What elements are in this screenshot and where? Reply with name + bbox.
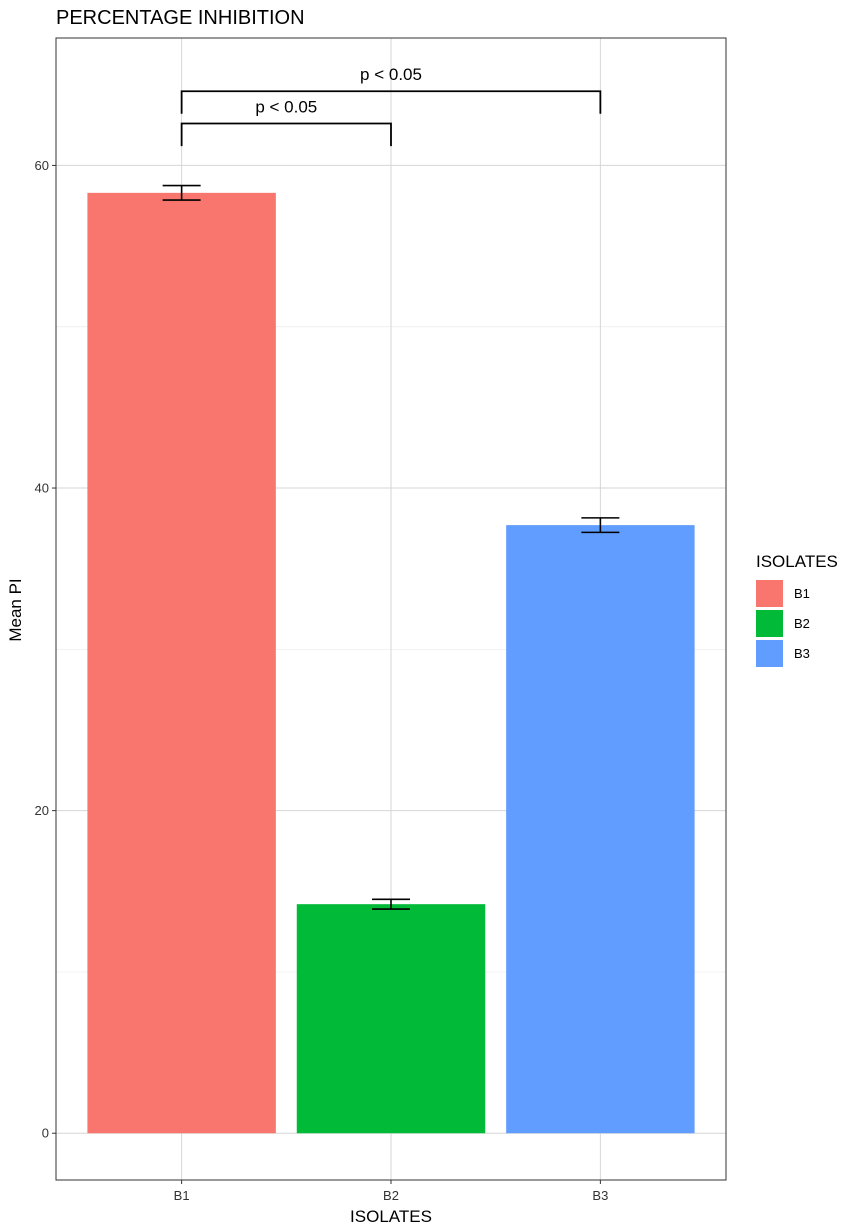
x-axis-ticks: B1 B2 B3	[174, 1180, 608, 1203]
legend-swatch-b1	[756, 580, 783, 607]
x-tick-label: B1	[174, 1188, 190, 1203]
legend-title: ISOLATES	[756, 552, 838, 571]
x-tick-label: B2	[383, 1188, 399, 1203]
bars	[87, 192, 695, 1134]
legend-swatch-b2	[756, 610, 783, 637]
legend: ISOLATES B1 B2 B3	[756, 552, 838, 667]
y-tick-label: 20	[35, 803, 49, 818]
x-axis-title: ISOLATES	[350, 1207, 432, 1226]
legend-swatch-b3	[756, 640, 783, 667]
y-tick-label: 60	[35, 158, 49, 173]
significance-label: p < 0.05	[360, 65, 422, 84]
y-tick-label: 40	[35, 481, 49, 496]
significance-bracket-b1-b3: p < 0.05	[180, 65, 602, 114]
y-axis-title: Mean PI	[6, 578, 25, 641]
error-bar-b3	[581, 517, 620, 534]
significance-bracket-b1-b2: p < 0.05	[180, 97, 392, 147]
significance-brackets: p < 0.05 p < 0.05	[180, 65, 602, 147]
y-axis-ticks: 0 20 40 60	[35, 158, 56, 1141]
legend-label-b2: B2	[794, 616, 810, 631]
x-tick-label: B3	[592, 1188, 608, 1203]
bar-b2	[296, 904, 486, 1134]
bar-b3	[506, 525, 695, 1134]
error-bar-b1	[162, 184, 201, 201]
significance-label: p < 0.05	[255, 97, 317, 116]
legend-label-b1: B1	[794, 586, 810, 601]
legend-label-b3: B3	[794, 646, 810, 661]
error-bars	[162, 184, 620, 910]
error-bar-b2	[372, 898, 410, 910]
bar-b1	[87, 192, 276, 1134]
chart-title: PERCENTAGE INHIBITION	[56, 7, 305, 29]
y-tick-label: 0	[42, 1126, 49, 1141]
